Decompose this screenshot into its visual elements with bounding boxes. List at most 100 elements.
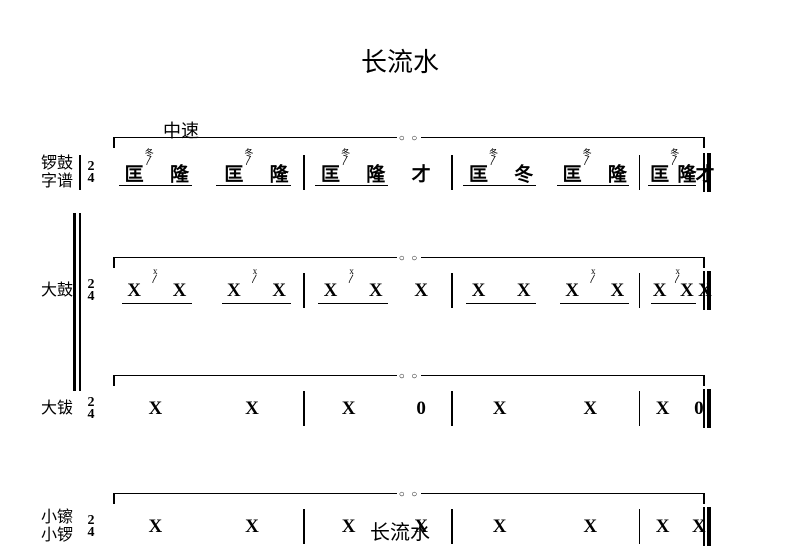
x: X bbox=[369, 280, 383, 302]
syll: 匡 bbox=[469, 159, 488, 186]
beam bbox=[216, 185, 292, 187]
repeat-bracket bbox=[113, 493, 397, 504]
notes-dabo: ○ ○ X X X 0 X X X 0 bbox=[107, 381, 711, 436]
x: X bbox=[611, 280, 625, 302]
repeat-bracket bbox=[113, 375, 397, 386]
syll: 隆 bbox=[677, 159, 696, 186]
repeat-dots: ○ ○ bbox=[399, 253, 420, 264]
repeat-bracket bbox=[113, 137, 397, 148]
grace: 冬〳 bbox=[341, 149, 350, 165]
x: X bbox=[245, 398, 259, 420]
syll: 冬 bbox=[514, 159, 533, 186]
row-dagu: 大鼓 2 4 ○ ○ X x〳 X X x〳 X bbox=[85, 263, 725, 318]
bar bbox=[303, 155, 305, 190]
syll: 隆 bbox=[366, 159, 385, 186]
syll: 匡 bbox=[125, 159, 144, 186]
row-zipu: 锣鼓 字谱 2 4 ○ ○ bbox=[85, 145, 725, 200]
timesig: 2 4 bbox=[83, 161, 99, 185]
beam bbox=[463, 185, 535, 187]
beam bbox=[466, 303, 535, 305]
x: X bbox=[342, 398, 356, 420]
bar bbox=[303, 273, 305, 308]
label-zipu-1: 锣鼓 bbox=[41, 155, 73, 172]
grace: x〳 bbox=[347, 267, 356, 283]
end-bar bbox=[703, 389, 711, 428]
grace: 冬〳 bbox=[489, 149, 498, 165]
beam bbox=[648, 185, 696, 187]
beam bbox=[315, 185, 387, 187]
grace: 冬〳 bbox=[244, 149, 253, 165]
syll: 隆 bbox=[170, 159, 189, 186]
beam bbox=[318, 303, 387, 305]
x: 0 bbox=[416, 398, 426, 420]
label-dabo: 大钹 bbox=[25, 393, 73, 425]
repeat-dots: ○ ○ bbox=[399, 133, 420, 144]
repeat-bracket bbox=[421, 375, 705, 386]
beam bbox=[560, 303, 629, 305]
x: X bbox=[583, 398, 597, 420]
syll: 匡 bbox=[563, 159, 582, 186]
timesig: 2 4 bbox=[83, 397, 99, 421]
repeat-bracket-r bbox=[421, 137, 705, 148]
repeat-bracket bbox=[421, 257, 705, 268]
syll: 才 bbox=[695, 159, 714, 186]
bar bbox=[79, 155, 81, 190]
bar bbox=[451, 155, 453, 190]
x: X bbox=[680, 280, 694, 302]
x: X bbox=[653, 280, 667, 302]
syll: 匡 bbox=[224, 159, 243, 186]
x: X bbox=[324, 280, 338, 302]
x: X bbox=[414, 280, 428, 302]
bar bbox=[451, 273, 453, 308]
grace: x〳 bbox=[250, 267, 259, 283]
timesig: 2 4 bbox=[83, 279, 99, 303]
x: X bbox=[173, 280, 187, 302]
x: X bbox=[227, 280, 241, 302]
beam bbox=[119, 185, 191, 187]
repeat-bracket bbox=[421, 493, 705, 504]
bar bbox=[639, 391, 641, 426]
label-zipu-2: 字谱 bbox=[41, 173, 73, 190]
label-zipu: 锣鼓 字谱 bbox=[25, 155, 73, 191]
page: 长流水 中速 锣鼓 字谱 2 4 bbox=[0, 0, 800, 551]
label-dagu: 大鼓 bbox=[25, 275, 73, 307]
notes-zipu: ○ ○ 匡 冬〳 隆 匡 冬〳 隆 匡 冬〳 隆 才 bbox=[107, 145, 711, 200]
bar bbox=[639, 155, 641, 190]
label-dabo-t: 大钹 bbox=[41, 400, 73, 417]
syll: 隆 bbox=[608, 159, 627, 186]
syll: 匡 bbox=[650, 159, 669, 186]
beam bbox=[651, 303, 696, 305]
title-main: 长流水 bbox=[0, 42, 800, 79]
syll: 匡 bbox=[321, 159, 340, 186]
beam bbox=[557, 185, 629, 187]
syll: 隆 bbox=[270, 159, 289, 186]
ts-den: 4 bbox=[83, 173, 99, 185]
x: X bbox=[517, 280, 531, 302]
beam bbox=[122, 303, 191, 305]
system-thin bbox=[79, 213, 81, 391]
x: X bbox=[472, 280, 486, 302]
grace: x〳 bbox=[151, 267, 160, 283]
x: X bbox=[565, 280, 579, 302]
bar bbox=[639, 273, 641, 308]
notes-dagu: ○ ○ X x〳 X X x〳 X X x〳 X X X X bbox=[107, 263, 711, 318]
label-dagu-t: 大鼓 bbox=[41, 282, 73, 299]
x: X bbox=[656, 398, 670, 420]
x: X bbox=[698, 280, 712, 302]
bar bbox=[303, 391, 305, 426]
title-caption: 长流水 bbox=[0, 516, 800, 545]
bar bbox=[451, 391, 453, 426]
x: X bbox=[127, 280, 141, 302]
grace: 冬〳 bbox=[583, 149, 592, 165]
syll: 才 bbox=[412, 159, 431, 186]
repeat-dots: ○ ○ bbox=[399, 489, 420, 500]
score: 中速 锣鼓 字谱 2 4 ○ ○ bbox=[85, 145, 725, 365]
row-dabo: 大钹 2 4 ○ ○ X X X 0 X X X 0 bbox=[85, 381, 725, 436]
grace: x〳 bbox=[589, 267, 598, 283]
beam bbox=[222, 303, 291, 305]
x: X bbox=[148, 398, 162, 420]
x: X bbox=[493, 398, 507, 420]
x: X bbox=[272, 280, 286, 302]
x: 0 bbox=[694, 398, 704, 420]
grace: 冬〳 bbox=[145, 149, 154, 165]
